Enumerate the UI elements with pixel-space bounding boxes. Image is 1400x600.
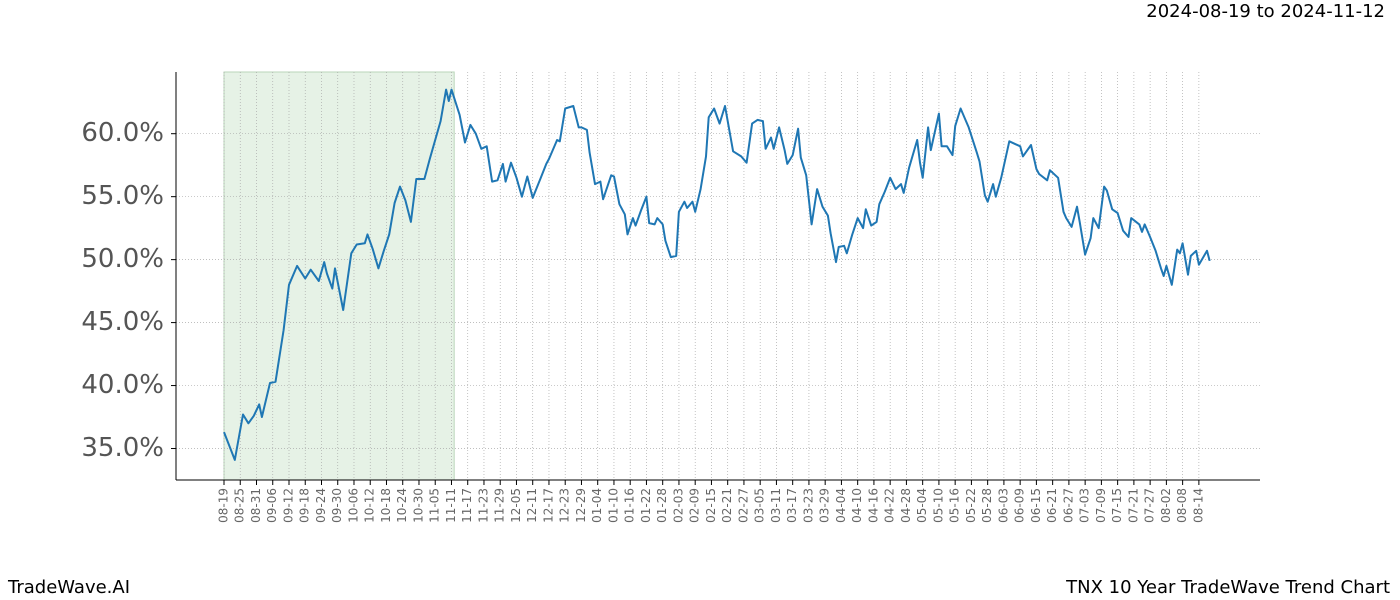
x-tick-label: 08-02 xyxy=(1159,488,1173,523)
x-tick-label: 09-30 xyxy=(330,488,344,523)
shade-region xyxy=(223,71,455,481)
x-tick-label: 12-17 xyxy=(541,488,555,523)
y-tick-label: 55.0% xyxy=(81,181,164,211)
y-tick-label: 60.0% xyxy=(81,118,164,148)
x-tick-label: 05-22 xyxy=(964,488,978,523)
x-tick-label: 08-19 xyxy=(217,488,231,523)
x-tick-label: 07-27 xyxy=(1143,488,1157,523)
x-tick-label: 03-11 xyxy=(769,488,783,523)
x-tick-label: 10-18 xyxy=(379,488,393,523)
x-tick-label: 07-09 xyxy=(1094,488,1108,523)
x-tick-label: 03-29 xyxy=(818,488,832,523)
x-tick-label: 02-21 xyxy=(720,488,734,523)
x-tick-label: 01-04 xyxy=(590,488,604,523)
x-tick-label: 06-09 xyxy=(1013,488,1027,523)
x-tick-label: 12-05 xyxy=(509,488,523,523)
x-tick-label: 02-15 xyxy=(704,488,718,523)
x-tick-label: 04-10 xyxy=(850,488,864,523)
x-tick-label: 10-06 xyxy=(346,488,360,523)
x-tick-label: 02-27 xyxy=(736,488,750,523)
x-tick-label: 11-05 xyxy=(428,488,442,523)
x-tick-label: 03-23 xyxy=(801,488,815,523)
x-tick-label: 10-24 xyxy=(395,488,409,523)
x-tick-label: 01-10 xyxy=(606,488,620,523)
x-tick-label: 06-21 xyxy=(1045,488,1059,523)
x-tick-label: 09-06 xyxy=(265,488,279,523)
x-tick-label: 02-03 xyxy=(671,488,685,523)
x-tick-label: 05-10 xyxy=(931,488,945,523)
x-tick-label: 11-29 xyxy=(493,488,507,523)
x-tick-label: 12-23 xyxy=(558,488,572,523)
x-tick-label: 01-28 xyxy=(655,488,669,523)
x-tick-label: 08-08 xyxy=(1175,488,1189,523)
y-tick-label: 45.0% xyxy=(81,307,164,337)
trend-line xyxy=(223,88,1211,461)
x-tick-label: 04-22 xyxy=(883,488,897,523)
x-tick-label: 07-03 xyxy=(1078,488,1092,523)
x-tick-label: 02-09 xyxy=(688,488,702,523)
x-tick-label: 12-29 xyxy=(574,488,588,523)
x-tick-label: 04-28 xyxy=(899,488,913,523)
x-tick-label: 10-30 xyxy=(411,488,425,523)
y-tick-label: 50.0% xyxy=(81,244,164,274)
x-tick-label: 08-14 xyxy=(1191,488,1205,523)
x-tick-label: 11-11 xyxy=(444,488,458,523)
y-tick-label: 40.0% xyxy=(81,370,164,400)
x-tick-label: 01-22 xyxy=(639,488,653,523)
x-tick-label: 09-24 xyxy=(314,488,328,523)
x-tick-label: 03-17 xyxy=(785,488,799,523)
x-tick-label: 06-03 xyxy=(996,488,1010,523)
x-tick-label: 03-05 xyxy=(753,488,767,523)
x-tick-label: 07-21 xyxy=(1126,488,1140,523)
x-tick-label: 04-16 xyxy=(866,488,880,523)
x-tick-label: 08-31 xyxy=(249,488,263,523)
y-tick-label: 35.0% xyxy=(81,433,164,463)
x-tick-label: 11-17 xyxy=(460,488,474,523)
x-tick-label: 06-15 xyxy=(1029,488,1043,523)
x-tick-label: 09-18 xyxy=(298,488,312,523)
x-tick-label: 09-12 xyxy=(281,488,295,523)
x-tick-label: 07-15 xyxy=(1110,488,1124,523)
x-tick-label: 05-04 xyxy=(915,488,929,523)
x-tick-label: 06-27 xyxy=(1061,488,1075,523)
x-tick-label: 05-16 xyxy=(948,488,962,523)
x-tick-label: 12-11 xyxy=(525,488,539,523)
x-tick-label: 10-12 xyxy=(363,488,377,523)
x-tick-label: 08-25 xyxy=(233,488,247,523)
chart-name: TNX 10 Year TradeWave Trend Chart xyxy=(1065,577,1390,598)
x-tick-label: 01-16 xyxy=(623,488,637,523)
x-tick-label: 11-23 xyxy=(476,488,490,523)
brand: TradeWave.AI xyxy=(7,577,130,598)
x-tick-label: 04-04 xyxy=(834,488,848,523)
x-tick-label: 05-28 xyxy=(980,488,994,523)
date-range: 2024-08-19 to 2024-11-12 xyxy=(1146,1,1385,22)
